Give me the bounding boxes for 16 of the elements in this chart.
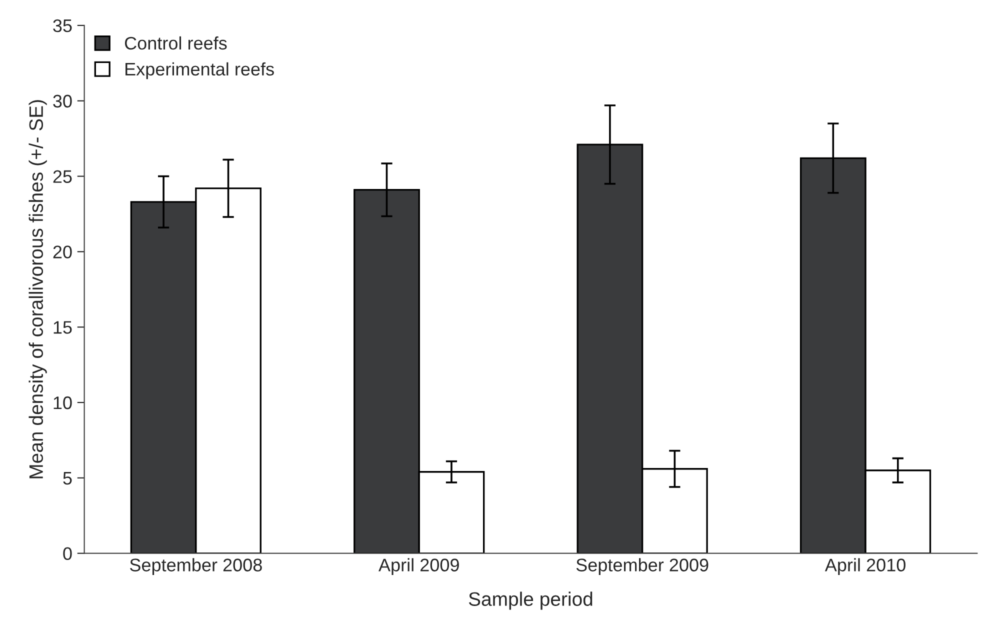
x-tick-label: April 2009 bbox=[378, 558, 459, 576]
y-tick-label: 35 bbox=[53, 19, 72, 32]
legend-label: Control reefs bbox=[124, 36, 227, 50]
y-tick-label: 30 bbox=[53, 94, 72, 108]
y-tick-label: 10 bbox=[54, 396, 72, 410]
legend-label: Experimental reefs bbox=[126, 62, 274, 80]
y-tick-label: 0 bbox=[63, 547, 72, 560]
x-axis-title: Sample period bbox=[468, 592, 592, 610]
y-tick-label: 5 bbox=[63, 472, 72, 485]
y-tick-label: 20 bbox=[53, 246, 72, 258]
x-tick-label: April 2010 bbox=[824, 558, 906, 576]
x-tick-label: September 2008 bbox=[130, 558, 262, 576]
y-tick-label: 15 bbox=[54, 321, 72, 334]
y-axis-title: Mean density of corallivorous fishes (+/- SE) bbox=[28, 100, 47, 478]
x-tick-label: September 2009 bbox=[576, 558, 708, 576]
y-tick-label: 25 bbox=[53, 170, 72, 183]
